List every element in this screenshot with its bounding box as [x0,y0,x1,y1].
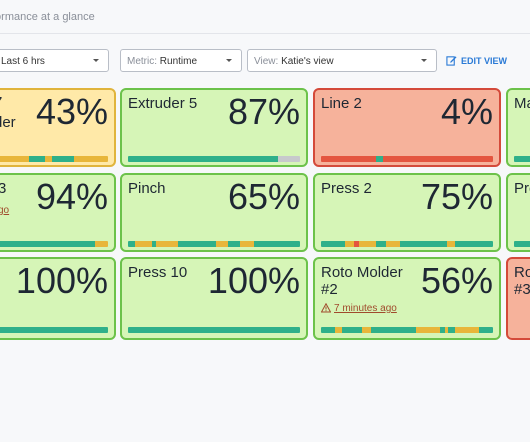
machine-name: Press 10 [128,264,188,281]
machine-name: Ma [514,95,530,112]
runtime-bar [321,156,493,162]
warning-icon [320,302,332,313]
runtime-bar [128,156,300,162]
machine-card[interactable]: Ro#3 [506,257,530,340]
metric-label: Metric: [127,56,157,67]
chevron-down-icon [226,59,232,62]
machine-card[interactable]: Roto Molder #2 56% 7 minutes ago [313,257,501,340]
machine-card[interactable]: 7der 43% [0,88,116,167]
machine-name: der [0,114,16,131]
time-range-value: Last 6 hrs [1,56,45,67]
metric-select[interactable]: Metric: Runtime [120,49,242,72]
machine-name: Roto Molder #2 [321,264,403,298]
machine-name-line1: Roto Molder [321,264,403,281]
time-range-select[interactable]: Last 6 hrs [0,49,109,72]
edit-icon [446,56,457,66]
machine-name-line2: #3 [514,281,530,298]
machine-card[interactable]: Pre [506,173,530,252]
machine-name: Ro#3 [514,264,530,298]
runtime-bar [321,241,493,247]
machine-name-line1: Ro [514,264,530,281]
machine-percent: 43% [35,91,108,132]
machine-card[interactable]: Press 2 75% [313,173,501,252]
view-label: View: [254,56,279,67]
edit-view-button[interactable]: EDIT VIEW [446,55,507,66]
machine-card[interactable]: 3 94% go [0,173,116,252]
machine-card[interactable]: Line 2 4% [313,88,501,167]
machine-card[interactable]: Pinch 65% [120,173,308,252]
view-value: Katie's view [281,56,334,67]
machine-percent: 56% [420,260,493,301]
runtime-bar [128,241,300,247]
machine-percent: 100% [15,260,108,301]
runtime-bar [514,156,530,162]
last-updated-text: 7 minutes ago [334,303,397,314]
last-updated-link[interactable]: 7 minutes ago [320,302,397,314]
runtime-bar [0,156,108,162]
machine-card[interactable]: Extruder 5 87% [120,88,308,167]
runtime-bar [321,327,493,333]
runtime-bar [0,327,108,333]
metric-value: Runtime [159,56,198,67]
machine-name-line2: #2 [321,281,338,298]
machine-card[interactable]: Ma [506,88,530,167]
view-select[interactable]: View: Katie's view [247,49,437,72]
machine-percent: 87% [227,91,300,132]
machine-percent: 75% [420,176,493,217]
machine-name: Pre [514,180,530,197]
machine-card[interactable]: Press 10 100% [120,257,308,340]
runtime-bar [514,241,530,247]
last-updated-link[interactable]: go [0,205,10,216]
machine-name: Press 2 [321,180,372,197]
machine-percent: 94% [35,176,108,217]
top-bar: formance at a glance [0,0,530,34]
edit-view-label: EDIT VIEW [461,55,508,66]
machine-name: Pinch [128,180,166,197]
page-subtitle: formance at a glance [0,11,95,23]
machine-percent: 4% [440,91,493,132]
machine-name: 3 [0,180,6,197]
runtime-bar [128,327,300,333]
chevron-down-icon [93,59,99,62]
machine-name: Line 2 [321,95,362,112]
runtime-bar [0,241,108,247]
machine-percent: 65% [227,176,300,217]
machine-card[interactable]: 100% [0,257,116,340]
machine-name: Extruder 5 [128,95,198,112]
chevron-down-icon [421,59,427,62]
machine-percent: 100% [207,260,300,301]
